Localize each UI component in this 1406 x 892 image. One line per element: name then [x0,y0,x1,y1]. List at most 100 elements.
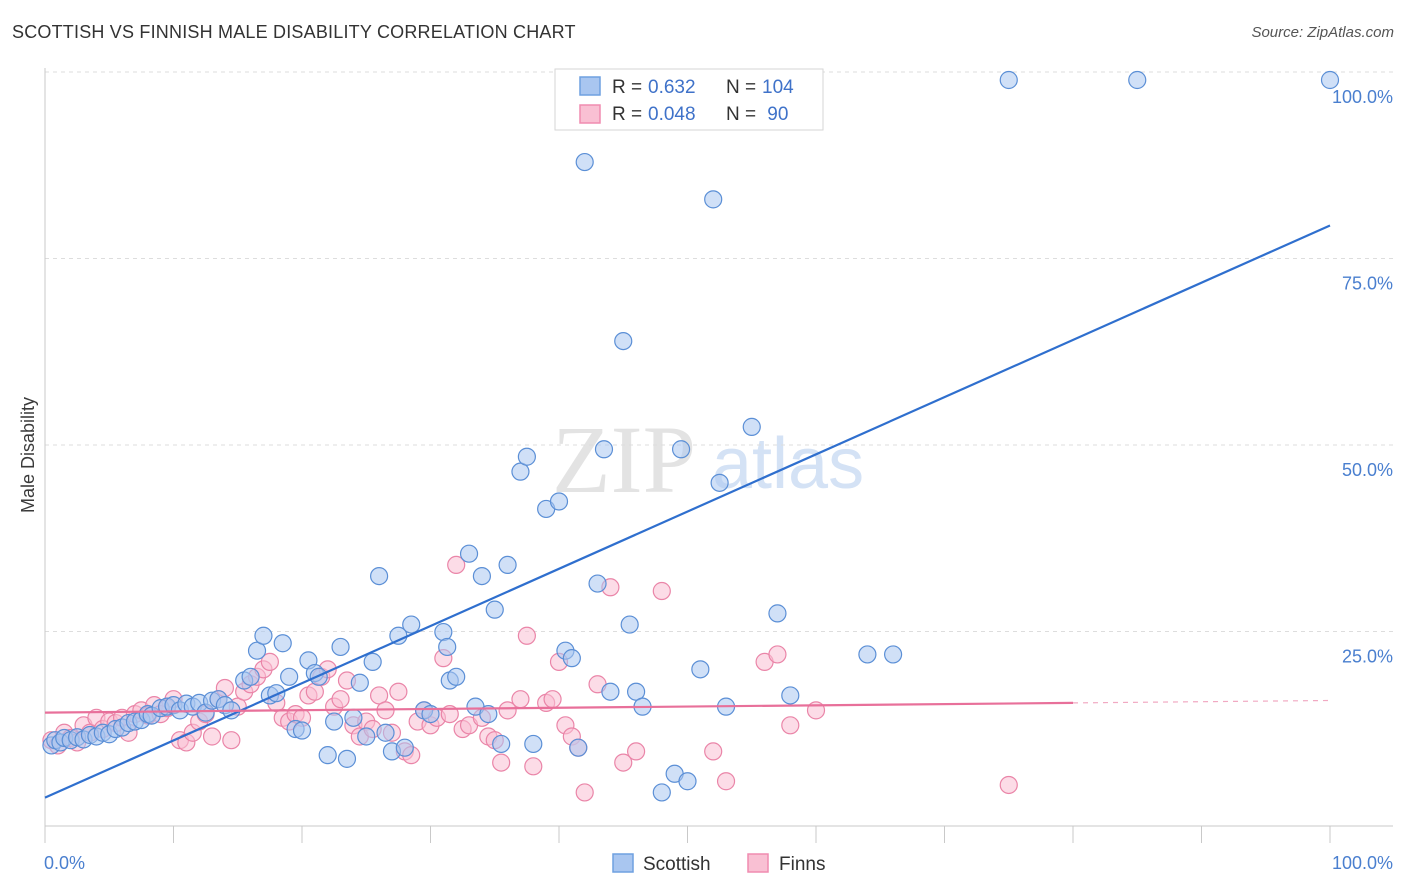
finns-point [704,742,723,761]
scottish-point [614,332,633,351]
y-tick-label-50: 50.0% [1342,460,1393,480]
scottish-point [254,626,273,645]
scottish-point [241,667,260,686]
x-ticks [44,826,1331,843]
scottish-point [671,440,691,459]
scottish-point [357,727,376,746]
scottish-point [742,417,761,436]
scottish-point [376,723,395,742]
finns-point [389,682,408,701]
scottish-series [42,70,1340,802]
scottish-point [447,667,466,686]
scottish-point [434,622,453,642]
finns-point [260,652,279,671]
finns-point [626,742,646,761]
scottish-point [1320,70,1340,90]
scottish-point [652,783,671,802]
scottish-point [363,652,382,671]
watermark-zip: ZIP [552,406,696,513]
finns-trend-line [44,701,1074,714]
bottom-legend-label-finns: Finns [779,854,825,875]
finns-point [331,690,350,709]
finns-point [492,753,511,772]
scottish-point [492,734,511,754]
finns-point [202,727,222,746]
scottish-point [485,600,504,619]
finns-point [768,645,787,664]
scottish-point [781,686,800,705]
gridlines [45,71,1393,632]
scottish-point [858,645,877,664]
scottish-point [704,190,723,209]
scottish-point [370,566,389,586]
scottish-point [1128,70,1147,90]
legend-n-label-1: N = [726,77,756,98]
scottish-point [575,152,594,172]
legend-swatch-finns [579,104,601,124]
y-tick-label-25: 25.0% [1342,647,1393,667]
scottish-point [601,682,620,701]
finns-point [447,555,466,575]
x-tick-label-min: 0.0% [44,853,85,873]
scottish-point [402,615,421,634]
finns-point [524,757,543,776]
scottish-point [594,440,614,459]
scottish-point [479,704,498,724]
scottish-point [678,772,697,791]
scottish-point [562,649,581,668]
scottish-point [337,749,357,768]
scottish-point [517,447,536,466]
scottish-point [999,70,1018,90]
y-tick-label-100: 100.0% [1332,87,1393,107]
scottish-point [350,673,369,692]
legend-n-value-1: 104 [762,77,794,98]
axes [44,68,1393,827]
finns-point [716,772,736,791]
y-tick-label-75: 75.0% [1342,274,1393,294]
legend-r-value-1: 0.632 [648,77,696,98]
scottish-point [273,634,292,653]
finns-point [222,731,241,750]
finns-series [42,555,1018,802]
scottish-point [549,492,569,511]
legend-n-value-2: 90 [762,104,788,125]
finns-point [575,783,594,802]
legend: R = 0.632 N = 104 R = 0.048 N = 90 [554,68,824,131]
scottish-point [395,738,414,757]
scottish-point [710,473,729,492]
y-axis-label: Male Disability [18,397,38,513]
scottish-point [883,645,903,664]
watermark-atlas: atlas [712,424,864,504]
finns-point [498,701,517,720]
scottish-trend-line [44,224,1331,799]
trend-lines [44,224,1331,799]
legend-n-label-2: N = [726,104,756,125]
scottish-point [318,746,337,765]
scottish-point [588,574,607,593]
finns-point [511,690,530,709]
bottom-legend-swatch-scottish [612,853,634,873]
finns-point [652,581,671,601]
finns-point [781,716,800,735]
finns-point [614,753,633,772]
source-label: Source: ZipAtlas.com [1251,24,1394,41]
bottom-legend: Scottish Finns [612,853,825,875]
finns-point [999,775,1018,795]
scottish-point [331,637,350,657]
scottish-point [472,566,491,586]
scottish-point [344,708,363,727]
scottish-point [768,604,787,623]
scottish-point [325,712,344,731]
x-tick-label-max: 100.0% [1332,853,1393,873]
scottish-point [524,734,543,754]
scottish-point [498,555,517,575]
legend-swatch-scottish [579,76,601,96]
y-tick-labels: 25.0% 50.0% 75.0% 100.0% [1332,87,1393,667]
finns-point [543,690,562,709]
legend-r-label-1: R = [612,77,642,98]
legend-r-label-2: R = [612,104,642,125]
scottish-point [438,637,457,657]
bottom-legend-swatch-finns [747,853,769,873]
scottish-point [691,660,710,679]
